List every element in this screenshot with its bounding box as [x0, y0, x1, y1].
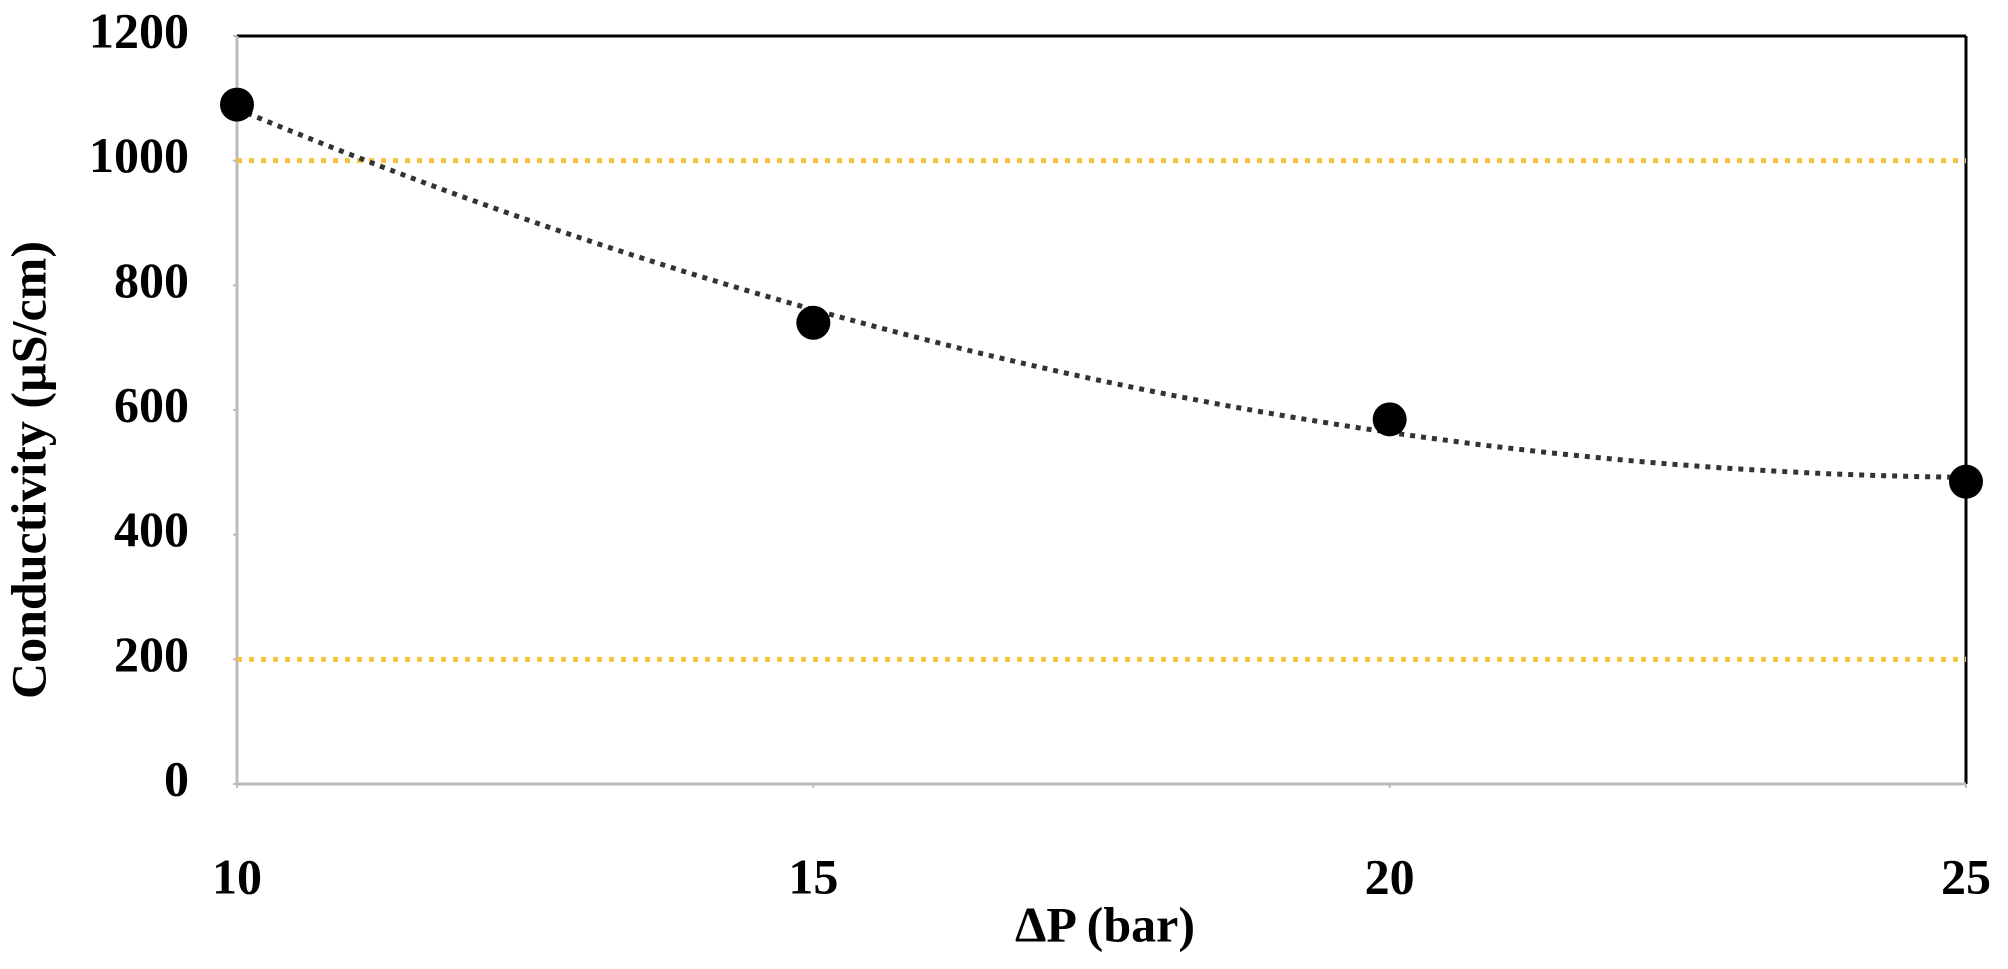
x-tick-label: 25: [1941, 848, 1991, 904]
x-tick-label: 20: [1365, 848, 1415, 904]
data-point: [796, 305, 831, 340]
y-tick-label: 1200: [89, 2, 189, 58]
y-tick-label: 1000: [89, 127, 189, 183]
y-tick-label: 200: [114, 626, 189, 682]
x-tick-label: 10: [212, 848, 262, 904]
y-tick-label: 600: [114, 376, 189, 432]
y-tick-label: 0: [164, 750, 189, 806]
data-point: [220, 87, 254, 122]
trendline: [236, 106, 1967, 480]
x-axis-title: ΔP (bar): [1015, 896, 1195, 952]
y-axis-title: Conductivity (µS/cm): [0, 241, 56, 699]
x-tick-label: 15: [788, 848, 838, 904]
y-tick-label: 800: [114, 252, 189, 308]
data-point: [1949, 464, 1983, 499]
y-tick-label: 400: [114, 501, 189, 557]
data-point: [1372, 402, 1407, 437]
